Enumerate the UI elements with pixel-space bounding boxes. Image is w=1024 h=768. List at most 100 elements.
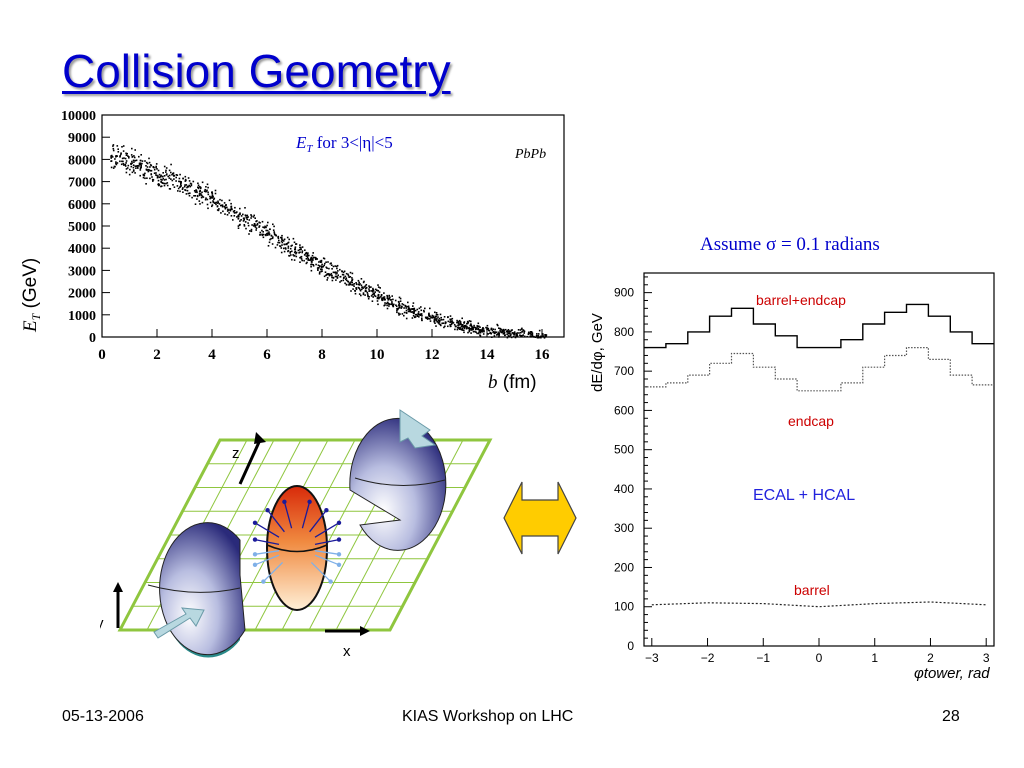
- flow-arrow-head: [336, 520, 342, 525]
- scatter-point: [235, 211, 237, 214]
- scatter-point: [320, 270, 323, 273]
- scatter-point: [426, 316, 429, 319]
- scatter-point: [336, 276, 339, 278]
- scatter-point: [486, 327, 488, 329]
- scatter-point: [133, 156, 136, 159]
- scatter-point: [187, 192, 190, 195]
- scatter-point: [387, 302, 390, 305]
- footer-date: 05-13-2006: [62, 708, 144, 725]
- scatter-point: [474, 330, 476, 333]
- scatter-point: [131, 160, 133, 163]
- scatter-point: [345, 283, 348, 286]
- scatter-point: [417, 313, 420, 316]
- scatter-point: [275, 234, 277, 237]
- scatter-point: [494, 328, 496, 331]
- scatter-point: [211, 194, 214, 196]
- scatter-point: [490, 328, 492, 330]
- scatter-point: [330, 272, 333, 275]
- scatter-point: [334, 265, 336, 267]
- scatter-point: [493, 332, 496, 335]
- flow-arrow: [301, 501, 311, 529]
- scatter-point: [361, 288, 363, 291]
- scatter-y-tick-label: 6000: [68, 198, 96, 213]
- scatter-point: [404, 304, 406, 307]
- scatter-point: [449, 320, 452, 322]
- scatter-point: [279, 245, 281, 247]
- scatter-point: [127, 155, 129, 157]
- scatter-point: [253, 223, 256, 225]
- scatter-point: [450, 323, 453, 326]
- scatter-point: [458, 328, 461, 330]
- scatter-point: [370, 286, 372, 288]
- scatter-point: [378, 296, 381, 299]
- scatter-point: [184, 184, 186, 186]
- scatter-point: [124, 165, 127, 167]
- scatter-point: [129, 168, 131, 171]
- scatter-point: [305, 262, 308, 265]
- scatter-point: [518, 332, 520, 334]
- flow-arrow: [254, 522, 280, 538]
- flow-arrow-head: [328, 579, 333, 584]
- scatter-point: [198, 190, 201, 193]
- scatter-point: [151, 176, 153, 178]
- scatter-point: [318, 271, 321, 273]
- scatter-point: [331, 279, 334, 282]
- scatter-point: [281, 239, 284, 241]
- scatter-point: [362, 293, 365, 296]
- scatter-point: [419, 313, 422, 315]
- scatter-point: [212, 200, 214, 202]
- scatter-point: [258, 225, 261, 227]
- scatter-point: [167, 175, 169, 178]
- scatter-point: [426, 318, 429, 320]
- scatter-point: [411, 317, 414, 319]
- scatter-point: [355, 287, 357, 289]
- scatter-point: [353, 285, 355, 287]
- scatter-point: [413, 307, 416, 310]
- scatter-point: [168, 174, 171, 177]
- scatter-point: [280, 251, 283, 254]
- scatter-point: [391, 301, 393, 303]
- scatter-point: [310, 261, 313, 263]
- scatter-point: [506, 330, 509, 332]
- scatter-point: [383, 296, 386, 298]
- scatter-point: [139, 169, 142, 171]
- scatter-point: [310, 257, 312, 260]
- scatter-point: [211, 204, 214, 206]
- scatter-point: [416, 314, 419, 317]
- scatter-point: [372, 290, 374, 293]
- scatter-point: [243, 219, 245, 221]
- scatter-point: [319, 261, 322, 263]
- scatter-point: [413, 310, 415, 313]
- scatter-point: [458, 324, 460, 326]
- scatter-point: [149, 166, 151, 168]
- scatter-point: [124, 157, 127, 160]
- flow-arrow: [254, 550, 280, 555]
- scatter-point: [190, 184, 193, 187]
- scatter-point: [160, 174, 162, 177]
- scatter-point: [188, 180, 191, 182]
- scatter-point: [299, 244, 301, 246]
- scatter-point: [373, 294, 376, 297]
- scatter-point: [261, 233, 263, 236]
- energy-flow-y-tick-label: 100: [614, 600, 634, 614]
- scatter-point: [472, 330, 475, 333]
- scatter-point: [366, 293, 369, 295]
- scatter-point: [277, 241, 279, 244]
- scatter-point: [491, 329, 494, 332]
- scatter-point: [531, 333, 534, 336]
- flow-arrow-head: [252, 537, 258, 542]
- scatter-point: [325, 274, 327, 277]
- scatter-point: [270, 237, 272, 240]
- scatter-point: [456, 328, 459, 331]
- scatter-point: [228, 199, 231, 202]
- scatter-point: [153, 168, 156, 171]
- scatter-point: [405, 305, 407, 308]
- scatter-point: [246, 214, 249, 217]
- scatter-point: [457, 324, 459, 327]
- scatter-point: [220, 204, 222, 207]
- scatter-point: [420, 313, 423, 315]
- scatter-point: [163, 175, 166, 177]
- scatter-point: [436, 320, 438, 323]
- scatter-point: [460, 328, 462, 331]
